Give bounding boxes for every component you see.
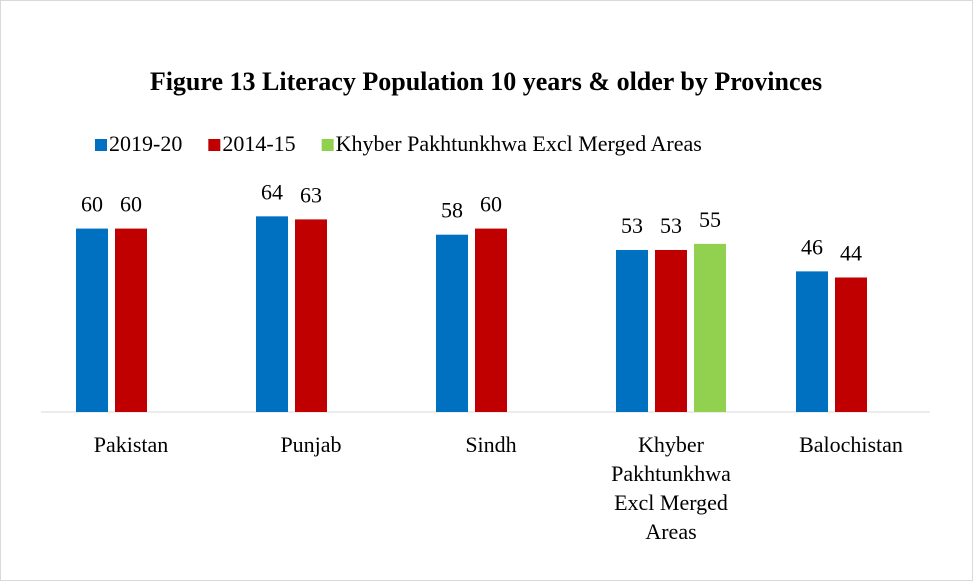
bar: [655, 249, 687, 412]
value-label: 58: [441, 198, 463, 223]
value-label: 53: [621, 213, 643, 238]
legend-swatch: [95, 139, 107, 151]
legend-label: 2014-15: [222, 131, 295, 156]
value-label: 55: [699, 207, 721, 232]
legend-swatch: [321, 139, 334, 151]
x-tick-label: Sindh: [465, 432, 516, 457]
x-tick-label: Pakistan: [94, 432, 169, 457]
bar: [436, 234, 468, 412]
bar: [835, 277, 867, 412]
bar: [616, 249, 648, 412]
value-label: 60: [120, 192, 142, 217]
bar: [694, 243, 726, 412]
value-label: 60: [480, 192, 502, 217]
x-tick-label: Khyber Pakhtunkhwa Excl Merged Areas: [611, 432, 731, 544]
legend-swatch: [208, 139, 221, 151]
value-label: 64: [261, 179, 283, 204]
bar: [256, 216, 288, 412]
x-tick-label: Balochistan: [799, 432, 903, 457]
value-label: 63: [300, 182, 322, 207]
bar: [796, 271, 828, 412]
bar: [475, 228, 507, 412]
value-label: 60: [81, 192, 103, 217]
bar: [295, 219, 327, 412]
bar: [115, 228, 147, 412]
value-label: 53: [660, 213, 682, 238]
legend-label: Khyber Pakhtunkhwa Excl Merged Areas: [336, 131, 702, 156]
value-label: 44: [840, 241, 862, 266]
value-label: 46: [801, 234, 823, 259]
x-tick-label: Punjab: [280, 432, 341, 457]
bar: [76, 228, 108, 412]
legend-label: 2019-20: [109, 131, 182, 156]
chart-title: Figure 13 Literacy Population 10 years &…: [150, 67, 822, 96]
